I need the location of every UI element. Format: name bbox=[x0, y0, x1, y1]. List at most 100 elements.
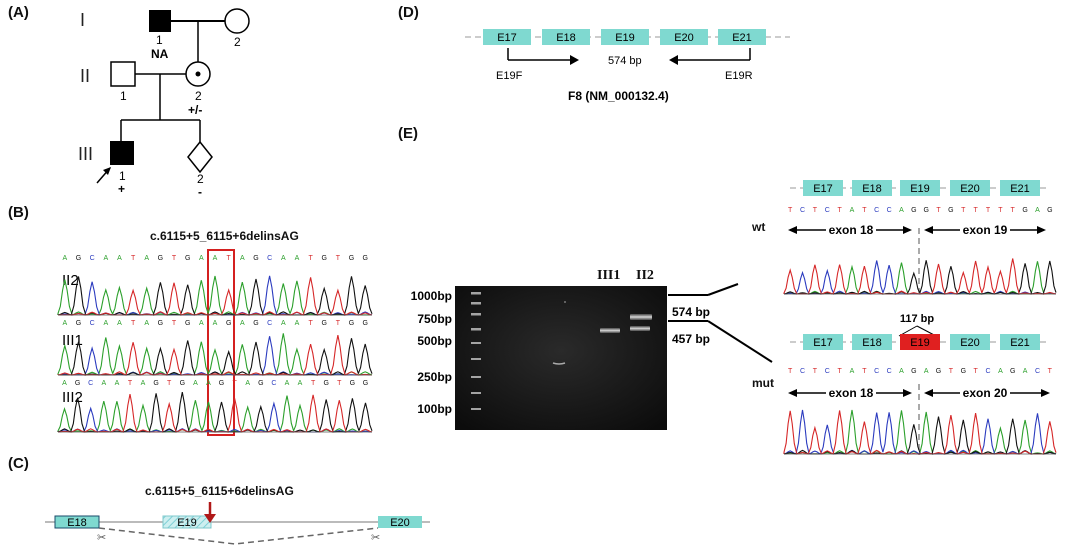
wt-base: T bbox=[961, 207, 966, 214]
trackB1-base: G bbox=[226, 320, 231, 327]
primer-forward-label: E19F bbox=[496, 70, 523, 82]
mut-base: A bbox=[1023, 368, 1028, 375]
trackB2-base: T bbox=[232, 380, 237, 387]
trackB1-base: A bbox=[295, 320, 300, 327]
wt-base: G bbox=[911, 207, 916, 214]
trackB2-base: G bbox=[363, 380, 368, 387]
mut-right-exon-label: exon 20 bbox=[963, 386, 1008, 400]
trackB0-base: A bbox=[213, 255, 218, 262]
wt-right-exon-label: exon 19 bbox=[963, 223, 1008, 237]
wt-label: wt bbox=[752, 220, 766, 234]
mut-left-exon-label: exon 18 bbox=[829, 386, 874, 400]
I1-note: NA bbox=[151, 47, 169, 61]
mut-base: C bbox=[874, 368, 879, 375]
exon-e20-label: E20 bbox=[390, 517, 410, 529]
ladder-lane bbox=[471, 292, 481, 410]
panel-b-label: (B) bbox=[8, 204, 29, 221]
wt-left-exon-label: exon 18 bbox=[829, 223, 874, 237]
exon-label: E19 bbox=[910, 183, 930, 195]
lane-label-iii1: III1 bbox=[597, 268, 621, 283]
mut-base: C bbox=[825, 368, 830, 375]
trackB1-trace-A bbox=[57, 333, 373, 376]
panel-a-label: (A) bbox=[8, 4, 29, 21]
trackB0-trace-T bbox=[57, 277, 373, 316]
exon-e19-skipped bbox=[162, 515, 212, 529]
trackB2-base: A bbox=[245, 380, 250, 387]
wt-base: G bbox=[1047, 207, 1052, 214]
wt-base: T bbox=[788, 207, 793, 214]
mut-base: T bbox=[837, 368, 842, 375]
trackB0-trace-C bbox=[57, 275, 373, 316]
mut-base: C bbox=[887, 368, 892, 375]
pedigree: I II III 1 NA 2 1 2 +/- 1 + 2 - bbox=[78, 8, 250, 199]
trackB1-base: G bbox=[185, 320, 190, 327]
wt-exon-e19 bbox=[900, 180, 940, 196]
mut-base: C bbox=[985, 368, 990, 375]
III1-note: + bbox=[118, 182, 125, 196]
trackB1-base: C bbox=[90, 320, 95, 327]
trackB1-base: C bbox=[267, 320, 272, 327]
exon-label: E19 bbox=[910, 337, 930, 349]
trackB1-base: G bbox=[76, 320, 81, 327]
exon-label: E21 bbox=[1010, 183, 1030, 195]
exon-label: E17 bbox=[813, 183, 833, 195]
wt-base: A bbox=[850, 207, 855, 214]
scissors-icon: ✂ bbox=[97, 532, 106, 544]
exon-e18 bbox=[542, 29, 590, 45]
trackB0-base: G bbox=[185, 255, 190, 262]
panel-e-label: (E) bbox=[398, 125, 418, 142]
trackB2-base: T bbox=[167, 380, 172, 387]
exon-e20 bbox=[378, 516, 422, 528]
exon-e20 bbox=[660, 29, 708, 45]
II1-male bbox=[110, 61, 136, 87]
trackB1-base: G bbox=[349, 320, 354, 327]
II1-id: 1 bbox=[120, 89, 127, 103]
wt-exon-e17 bbox=[803, 180, 843, 196]
III2-unknown-sex bbox=[187, 140, 213, 174]
transcript-sequences: exon 18 exon 19 117 bp exon 18 exon 20 E… bbox=[783, 180, 1057, 455]
wt-base: T bbox=[936, 207, 941, 214]
panel-d-label: (D) bbox=[398, 4, 419, 21]
trackB0-base: A bbox=[62, 255, 67, 262]
mut-base: A bbox=[998, 368, 1003, 375]
trackB0-base: T bbox=[131, 255, 136, 262]
trackB2-base: G bbox=[258, 380, 263, 387]
trackB0-trace-G bbox=[57, 276, 373, 316]
wt-base: T bbox=[813, 207, 818, 214]
band-label-457: 457 bp bbox=[672, 332, 710, 346]
track-label: III2 bbox=[62, 389, 83, 406]
trackB1-base: G bbox=[253, 320, 258, 327]
trackB0-base: G bbox=[158, 255, 163, 262]
exon-label: E21 bbox=[732, 32, 752, 44]
trackB0-base: T bbox=[227, 255, 232, 262]
trackB2-base: A bbox=[298, 380, 303, 387]
trackB0-base: G bbox=[362, 255, 367, 262]
mut-exon-e17 bbox=[803, 334, 843, 350]
trackB0-base: A bbox=[295, 255, 300, 262]
mut-exon-e21 bbox=[1000, 334, 1040, 350]
connector-lines bbox=[668, 283, 773, 363]
wt-exon-e21 bbox=[1000, 180, 1040, 196]
trackB0-base: C bbox=[267, 255, 272, 262]
wt-base: T bbox=[862, 207, 867, 214]
skip-splice-path bbox=[98, 527, 379, 545]
wt-base: G bbox=[1022, 207, 1027, 214]
trackB2-base: T bbox=[337, 380, 342, 387]
trackB2-base: G bbox=[75, 380, 80, 387]
trackB2-base: G bbox=[323, 380, 328, 387]
generation-III: III bbox=[78, 144, 93, 164]
ladder-label: 250bp bbox=[417, 370, 452, 384]
II2-note: +/- bbox=[188, 103, 202, 117]
trackB2-base: G bbox=[180, 380, 185, 387]
trackB1-base: A bbox=[117, 320, 122, 327]
I2-id: 2 bbox=[234, 35, 241, 49]
mut-exon-e20 bbox=[950, 334, 990, 350]
exon-label: E18 bbox=[862, 337, 882, 349]
trackB2-base: G bbox=[153, 380, 158, 387]
band-ii2-574bp bbox=[630, 314, 652, 320]
lane-label-ii2: II2 bbox=[636, 268, 654, 283]
generation-II: II bbox=[80, 66, 90, 86]
trackB0-base: G bbox=[321, 255, 326, 262]
trackB1-base: G bbox=[158, 320, 163, 327]
wt-base: T bbox=[998, 207, 1003, 214]
